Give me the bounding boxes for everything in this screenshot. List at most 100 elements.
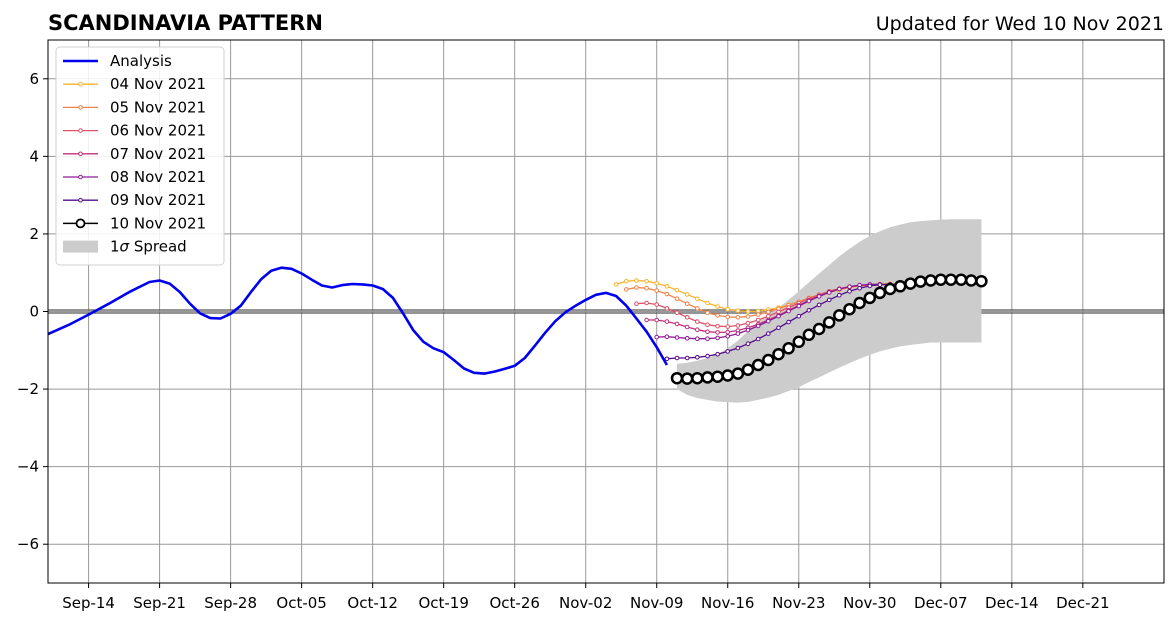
forecast-point: [701, 371, 714, 384]
forecast-point: [654, 288, 660, 293]
legend-swatch-marker: [78, 197, 83, 203]
forecast-point: [680, 372, 694, 385]
forecast-point: [721, 369, 734, 382]
forecast-point: [755, 317, 761, 323]
forecast-point: [705, 300, 710, 306]
forecast-point: [664, 334, 670, 340]
forecast-point: [624, 278, 629, 284]
forecast-point: [812, 322, 826, 336]
spread-band: [677, 219, 982, 403]
forecast-point: [766, 331, 771, 336]
y-tick-label: −4: [17, 458, 39, 476]
legend-swatch-marker: [78, 105, 83, 110]
x-tick-label: Sep-14: [62, 594, 115, 612]
x-tick-label: Oct-12: [347, 594, 397, 612]
forecast-point: [745, 327, 751, 333]
forecast-point: [786, 319, 791, 325]
x-tick-label: Nov-16: [701, 594, 754, 612]
forecast-point: [613, 282, 619, 287]
forecast-point: [644, 278, 649, 284]
forecast-point: [745, 320, 751, 326]
forecast-point: [837, 292, 842, 298]
forecast-point: [654, 302, 660, 307]
chart-subtitle: Updated for Wed 10 Nov 2021: [876, 13, 1164, 35]
analysis-line: [48, 266, 669, 375]
y-tick-label: 4: [29, 147, 39, 165]
forecast-point: [664, 291, 670, 297]
forecast-point: [654, 280, 660, 286]
forecast-point: [741, 363, 755, 376]
legend-swatch-marker: [78, 128, 83, 133]
forecast-point: [695, 327, 700, 333]
legend-label: 06 Nov 2021: [110, 122, 206, 140]
forecast-point: [670, 371, 684, 385]
forecast-point: [725, 306, 731, 312]
forecast-point: [847, 289, 852, 294]
x-tick-label: Dec-14: [985, 594, 1039, 612]
forecast-point: [954, 273, 968, 286]
forecast-point: [904, 277, 917, 290]
legend: Analysis 04 Nov 2021 05 Nov 2021 06 Nov 202…: [55, 46, 225, 266]
forecast-point: [833, 309, 846, 322]
legend-spread-suffix: Spread: [129, 238, 187, 256]
forecast-point: [735, 331, 741, 336]
forecast-point: [934, 273, 948, 286]
forecast-point: [695, 319, 700, 324]
x-tick-label: Sep-21: [133, 594, 186, 612]
forecast-point: [634, 278, 639, 283]
legend-swatch-spread: [63, 240, 98, 253]
x-tick-label: Oct-05: [276, 594, 326, 612]
y-tick-label: −6: [17, 535, 39, 553]
x-tick-label: Oct-19: [418, 594, 468, 612]
forecast-point: [654, 334, 660, 340]
forecast-point: [863, 291, 877, 305]
forecast-point: [806, 308, 812, 313]
x-tick-label: Sep-28: [204, 594, 257, 612]
forecast-point: [735, 308, 741, 314]
forecast-point: [755, 336, 761, 342]
chart-title: SCANDINAVIA PATTERN: [48, 11, 323, 35]
forecast-point: [705, 336, 710, 342]
forecast-point: [715, 323, 720, 329]
legend-label: Analysis: [110, 52, 172, 70]
forecast-point: [772, 347, 785, 361]
forecast-point: [664, 306, 670, 311]
y-tick-label: 0: [29, 303, 39, 321]
forecast-series-5: [664, 282, 903, 362]
forecast-series-6: [670, 273, 988, 385]
legend-label: 07 Nov 2021: [110, 145, 206, 163]
forecast-point: [796, 313, 802, 319]
forecast-point: [705, 322, 710, 328]
forecast-point: [725, 334, 731, 339]
forecast-point: [634, 301, 639, 307]
forecast-point: [735, 345, 741, 351]
forecast-point: [695, 296, 700, 302]
forecast-point: [755, 323, 761, 329]
forecast-point: [695, 306, 700, 311]
forecast-point: [822, 316, 836, 329]
forecast-point: [705, 310, 710, 316]
x-tick-label: Nov-02: [559, 594, 612, 612]
forecast-point: [867, 283, 873, 289]
forecast-point: [634, 285, 639, 290]
forecast-point: [654, 317, 660, 323]
forecast-point: [664, 356, 670, 362]
forecast-point: [751, 358, 765, 372]
forecast-point: [684, 301, 690, 307]
x-tick-label: Nov-30: [843, 594, 896, 612]
forecast-point: [711, 370, 724, 383]
x-tick-label: Nov-23: [772, 594, 825, 612]
legend-box: [55, 46, 225, 266]
forecast-point: [964, 274, 978, 287]
forecast-point: [766, 318, 771, 324]
forecast-point: [914, 275, 927, 288]
forecast-point: [745, 309, 751, 314]
forecast-point: [735, 323, 741, 328]
forecast-point: [745, 341, 751, 347]
y-tick-label: −2: [17, 380, 39, 398]
axis-ticks: Sep-14 Sep-21 Sep-28 Oct-05 Oct-12 Oct-19 Oct-…: [17, 70, 1110, 612]
forecast-point: [762, 353, 775, 367]
forecast-point: [816, 302, 822, 308]
forecast-point: [684, 324, 690, 330]
forecast-point: [802, 328, 816, 342]
